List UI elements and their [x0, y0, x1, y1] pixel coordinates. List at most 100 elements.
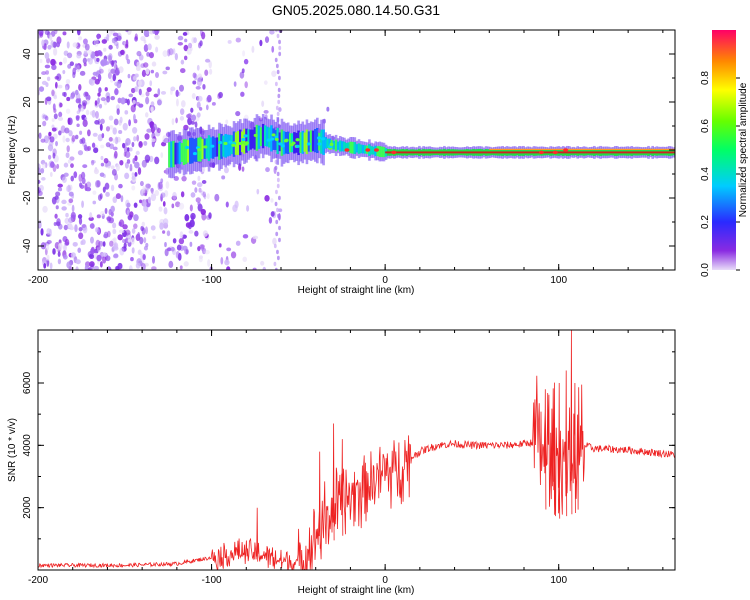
- noise-blob: [180, 100, 186, 108]
- noise-blob: [274, 267, 278, 270]
- signal-band-core: [168, 142, 171, 168]
- noise-blob: [38, 179, 41, 185]
- noise-blob: [72, 241, 78, 247]
- noise-blob: [197, 246, 201, 252]
- noise-blob: [152, 123, 157, 131]
- noise-blob: [144, 112, 149, 118]
- noise-blob: [172, 48, 176, 55]
- signal-clump: [271, 133, 276, 137]
- noise-blob: [61, 176, 67, 183]
- noise-blob: [151, 266, 157, 270]
- noise-blob: [154, 30, 160, 35]
- noise-blob: [79, 184, 85, 189]
- signal-band-core: [345, 142, 348, 151]
- noise-blob: [183, 261, 189, 267]
- noise-blob: [125, 54, 129, 61]
- noise-blob: [62, 135, 66, 143]
- noise-blob: [133, 136, 137, 142]
- noise-blob: [58, 61, 63, 66]
- signal-band-core: [222, 135, 225, 157]
- noise-blob: [45, 243, 50, 251]
- noise-blob: [195, 197, 201, 203]
- noise-blob: [79, 138, 83, 145]
- noise-blob: [204, 58, 211, 63]
- noise-blob: [274, 201, 278, 207]
- noise-blob: [196, 112, 201, 118]
- signal-band-core: [213, 137, 217, 157]
- noise-blob: [46, 96, 52, 102]
- noise-blob: [132, 100, 136, 105]
- signal-band-core: [218, 133, 221, 160]
- noise-blob: [73, 171, 78, 179]
- y-tick-label: 4000: [22, 434, 33, 457]
- noise-blob: [150, 101, 155, 108]
- noise-blob: [70, 252, 76, 258]
- noise-blob: [150, 225, 156, 231]
- noise-blob: [128, 93, 134, 98]
- noise-blob: [106, 160, 112, 169]
- x-tick-label: -100: [202, 575, 222, 586]
- noise-blob: [100, 162, 105, 167]
- noise-blob: [56, 41, 61, 48]
- noise-blob: [65, 185, 72, 193]
- noise-blob: [274, 57, 278, 63]
- noise-blob: [66, 96, 71, 102]
- noise-blob: [72, 71, 76, 79]
- noise-blob: [133, 113, 136, 122]
- noise-blob: [90, 236, 94, 244]
- noise-blob: [125, 137, 131, 146]
- noise-blob: [125, 39, 129, 48]
- noise-blob: [46, 254, 50, 261]
- noise-blob: [77, 247, 82, 253]
- noise-blob: [209, 68, 213, 75]
- signal-peak-marker: [365, 148, 371, 152]
- signal-band-core: [224, 133, 228, 158]
- noise-blob: [154, 71, 159, 78]
- signal-band-core: [228, 134, 232, 156]
- noise-blob: [42, 120, 47, 127]
- noise-blob: [46, 258, 50, 267]
- noise-blob: [214, 193, 220, 202]
- noise-blob: [66, 145, 70, 153]
- noise-blob: [108, 53, 113, 61]
- noise-blob: [141, 227, 146, 235]
- noise-blob: [91, 142, 96, 148]
- noise-blob: [113, 150, 118, 159]
- signal-outlier: [331, 135, 335, 141]
- noise-blob: [132, 127, 138, 134]
- signal-band-core: [255, 124, 259, 151]
- noise-blob: [108, 115, 114, 121]
- signal-clump: [278, 142, 283, 146]
- noise-blob: [105, 126, 110, 132]
- noise-blob: [189, 219, 195, 228]
- noise-blob: [57, 251, 61, 257]
- noise-blob: [90, 248, 95, 255]
- signal-clump: [243, 134, 248, 138]
- noise-blob: [87, 49, 93, 55]
- noise-blob: [270, 211, 275, 217]
- signal-band-core: [266, 126, 269, 147]
- noise-blob: [146, 51, 150, 57]
- noise-blob: [166, 230, 171, 237]
- noise-blob: [151, 61, 157, 67]
- noise-blob: [274, 165, 278, 171]
- noise-blob: [142, 199, 147, 208]
- noise-blob: [99, 261, 103, 268]
- noise-blob: [137, 80, 142, 87]
- noise-blob: [112, 127, 117, 135]
- signal-band-core: [203, 138, 207, 159]
- noise-blob: [38, 190, 43, 197]
- noise-blob: [63, 172, 69, 177]
- noise-blob: [44, 30, 50, 36]
- colorbar-tick-label: 0.0: [700, 263, 711, 277]
- signal-band-core: [247, 129, 250, 151]
- noise-blob: [72, 42, 78, 48]
- signal-band-core: [370, 146, 373, 155]
- signal-peak-marker: [373, 148, 379, 152]
- noise-blob: [68, 130, 73, 137]
- signal-clump: [274, 137, 279, 142]
- noise-blob: [198, 255, 203, 260]
- noise-blob: [263, 110, 269, 114]
- noise-blob: [75, 116, 80, 121]
- noise-blob: [78, 217, 83, 225]
